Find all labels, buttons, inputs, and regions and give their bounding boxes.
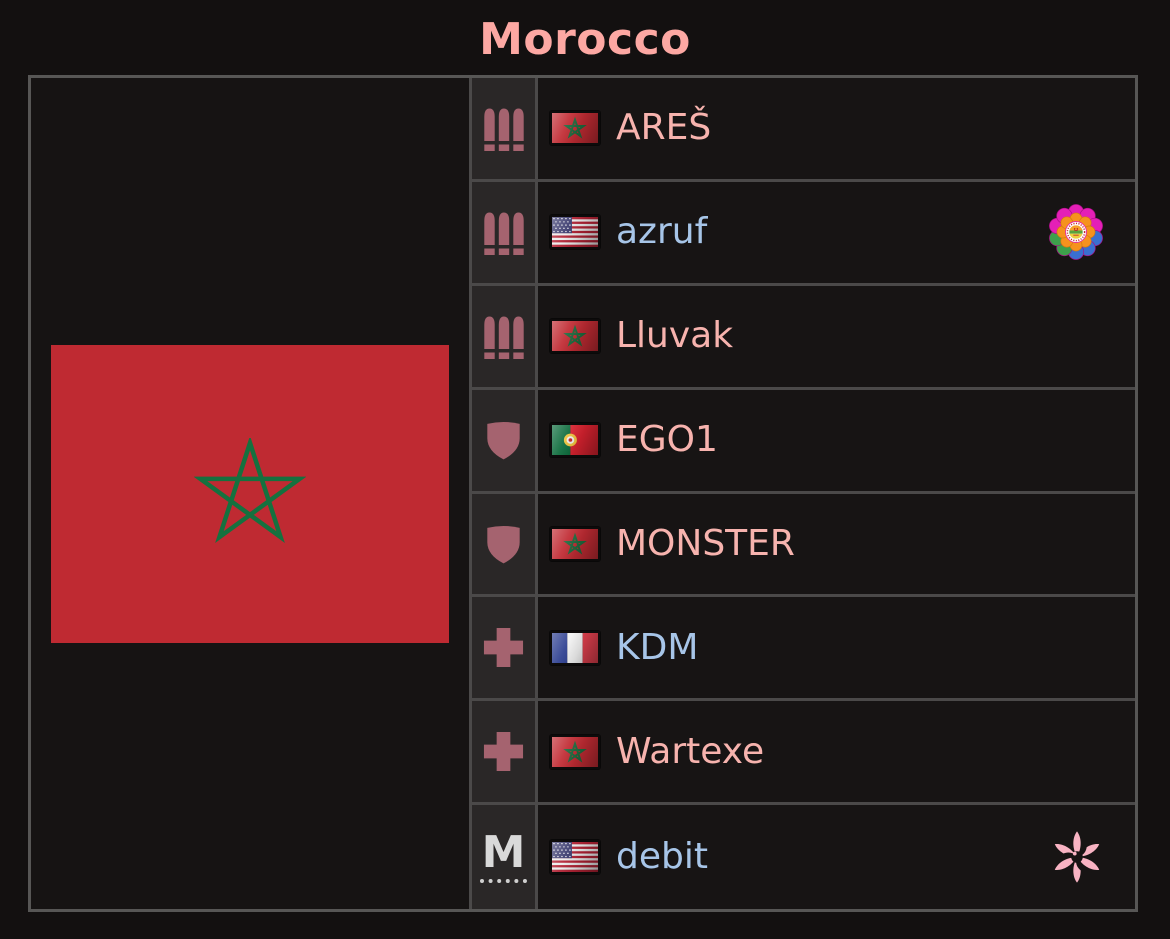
bullets-icon: [483, 105, 525, 152]
citizen-row: azruf: [538, 181, 1135, 286]
france-flag-icon: [550, 630, 600, 665]
shield-icon: [485, 521, 522, 567]
cross-icon: [482, 730, 525, 773]
bullets-icon: [483, 209, 525, 256]
rank-cell: [472, 493, 538, 598]
rank-cell: M: [472, 805, 538, 909]
citizen-name-link[interactable]: debit: [616, 836, 708, 878]
morocco-flag-icon: [550, 526, 600, 561]
m-rank-icon: M: [479, 831, 528, 884]
citizen-row: EGO1: [538, 389, 1135, 494]
usa-flag-icon: [550, 840, 600, 875]
portugal-flag-icon: [550, 423, 600, 458]
rank-cell: [472, 597, 538, 702]
citizen-name-link[interactable]: AREŠ: [616, 107, 712, 149]
page-title: Morocco: [479, 14, 691, 65]
morocco-flag-icon: [550, 111, 600, 146]
citizen-row: Lluvak: [538, 285, 1135, 390]
country-flag-cell: [31, 78, 472, 909]
citizen-row: KDM: [538, 597, 1135, 702]
bullets-icon: [483, 313, 525, 360]
sunflower-unit-badge[interactable]: [1047, 203, 1105, 261]
citizen-row: AREŠ: [538, 78, 1135, 182]
rank-cell: [472, 181, 538, 286]
citizen-row: Wartexe: [538, 701, 1135, 806]
citizen-name-link[interactable]: KDM: [616, 626, 699, 668]
country-panel: AREŠ azruf Llu: [28, 75, 1138, 912]
morocco-flag-icon: [550, 734, 600, 769]
shield-icon: [485, 417, 522, 463]
citizen-name-link[interactable]: Wartexe: [616, 730, 765, 772]
citizen-row: debit: [538, 805, 1135, 909]
usa-flag-icon: [550, 215, 600, 250]
citizen-name-link[interactable]: MONSTER: [616, 522, 795, 564]
citizen-name-link[interactable]: EGO1: [616, 419, 718, 461]
rank-cell: [472, 389, 538, 494]
rank-cell: [472, 701, 538, 806]
cross-icon: [482, 626, 525, 669]
citizen-row: MONSTER: [538, 493, 1135, 598]
morocco-flag-icon: [550, 319, 600, 354]
citizen-name-link[interactable]: azruf: [616, 211, 708, 253]
morocco-flag-image: [51, 344, 449, 643]
rank-cell: [472, 285, 538, 390]
rank-cell: [472, 78, 538, 182]
pink-flower-badge[interactable]: [1049, 828, 1105, 886]
citizen-name-link[interactable]: Lluvak: [616, 315, 734, 357]
